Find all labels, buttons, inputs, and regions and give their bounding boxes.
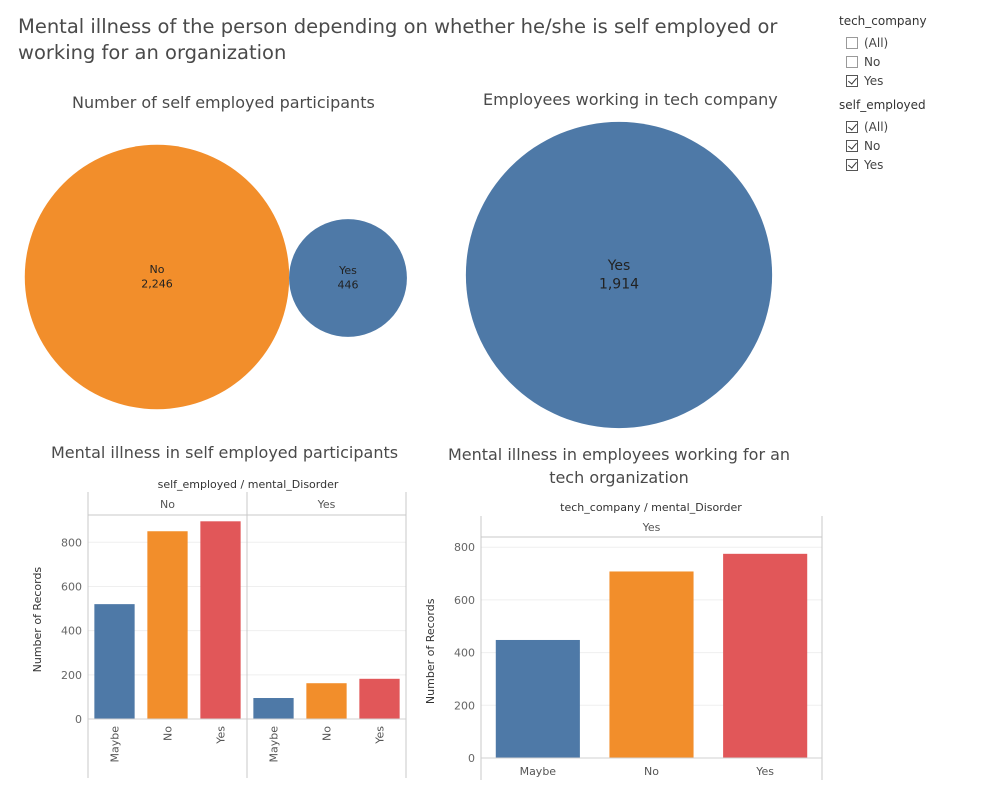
bubble-value-label: 2,246 [141, 277, 173, 290]
bubbles: Yes 1,914 [465, 121, 773, 429]
bar-no[interactable] [609, 571, 694, 758]
bubble-chart-tech-company: Yes 1,914 [465, 121, 773, 429]
bar-chart-tech-company: tech_company / mental_Disorder Number of … [424, 501, 823, 780]
filter-option-label: No [864, 138, 881, 153]
filter-option-self-yes[interactable]: Yes [846, 155, 989, 174]
pane-label: No [160, 498, 175, 511]
sheet-title-tech-company-count: Employees working in tech company [483, 90, 778, 109]
x-tick-label: Yes [215, 726, 228, 745]
bar-chart-content: tech_company / mental_Disorder Number of … [424, 501, 823, 780]
bar-no[interactable] [147, 531, 188, 719]
x-tick-label: Maybe [520, 765, 557, 778]
filter-option-tech-yes[interactable]: Yes [846, 71, 989, 90]
y-axis-label: Number of Records [31, 567, 44, 673]
x-tick-label: No [644, 765, 659, 778]
dashboard-title: Mental illness of the person depending o… [18, 15, 778, 64]
filter-option-label: Yes [864, 73, 884, 88]
bubble-no[interactable] [24, 144, 290, 410]
y-tick-label: 800 [454, 541, 475, 554]
bar-maybe[interactable] [253, 698, 294, 719]
bar-maybe[interactable] [94, 604, 135, 719]
checkbox-checked-icon[interactable] [846, 139, 858, 152]
x-tick-label: Maybe [109, 726, 122, 763]
y-tick-label: 200 [454, 699, 475, 712]
x-tick-label: No [162, 726, 175, 741]
bar-no[interactable] [306, 683, 347, 719]
y-axis-label: Number of Records [424, 598, 437, 704]
bar-yes[interactable] [200, 521, 241, 719]
filter-option-label: (All) [864, 119, 889, 134]
bar-chart-content: self_employed / mental_Disorder Number of… [31, 478, 407, 778]
bar-yes[interactable] [359, 678, 400, 719]
checkbox-checked-icon[interactable] [846, 74, 858, 87]
filter-title-tech-company: tech_company [839, 14, 927, 28]
bar-yes[interactable] [723, 553, 808, 758]
sheet-title-self-employed-bars: Mental illness in self employed particip… [51, 443, 399, 462]
y-tick-label: 800 [61, 536, 82, 549]
bubble-yes[interactable] [289, 219, 407, 337]
bubble-yes[interactable] [465, 121, 773, 429]
bubble-label: No [150, 263, 165, 276]
pane-label: Yes [317, 498, 336, 511]
pane-label: Yes [642, 521, 661, 534]
y-tick-label: 600 [454, 594, 475, 607]
filter-option-label: No [864, 54, 881, 69]
bubble-value-label: 446 [338, 278, 359, 291]
bubble-label: Yes [607, 258, 631, 274]
filter-option-label: (All) [864, 35, 889, 50]
x-tick-label: Maybe [268, 726, 281, 763]
x-tick-label: Yes [374, 726, 387, 745]
filter-option-tech-all[interactable]: (All) [846, 33, 989, 52]
column-header-fields: tech_company / mental_Disorder [560, 501, 742, 514]
filter-option-self-all[interactable]: (All) [846, 117, 989, 136]
bubble-label: Yes [338, 264, 357, 277]
y-tick-label: 200 [61, 669, 82, 682]
column-header-fields: self_employed / mental_Disorder [158, 478, 339, 491]
x-tick-label: No [321, 726, 334, 741]
x-tick-label: Yes [755, 765, 774, 778]
checkbox-icon[interactable] [846, 36, 858, 49]
y-tick-label: 400 [454, 647, 475, 660]
checkbox-checked-icon[interactable] [846, 120, 858, 133]
filter-panel: tech_company (All) No Yes self_employed … [839, 14, 989, 174]
y-tick-label: 400 [61, 625, 82, 638]
bar-maybe[interactable] [495, 639, 580, 758]
y-tick-label: 600 [61, 580, 82, 593]
filter-option-label: Yes [864, 157, 884, 172]
y-tick-label: 0 [75, 713, 82, 726]
y-tick-label: 0 [468, 752, 475, 765]
sheet-title-tech-bars: Mental illness in employees working for … [447, 445, 791, 487]
filter-option-tech-no[interactable]: No [846, 52, 989, 71]
bubble-value-label: 1,914 [599, 276, 639, 292]
checkbox-checked-icon[interactable] [846, 158, 858, 171]
sheet-title-self-employed-count: Number of self employed participants [72, 93, 375, 112]
checkbox-icon[interactable] [846, 55, 858, 68]
filter-title-self-employed: self_employed [839, 98, 926, 112]
filter-option-self-no[interactable]: No [846, 136, 989, 155]
bar-chart-self-employed: self_employed / mental_Disorder Number of… [31, 478, 407, 778]
